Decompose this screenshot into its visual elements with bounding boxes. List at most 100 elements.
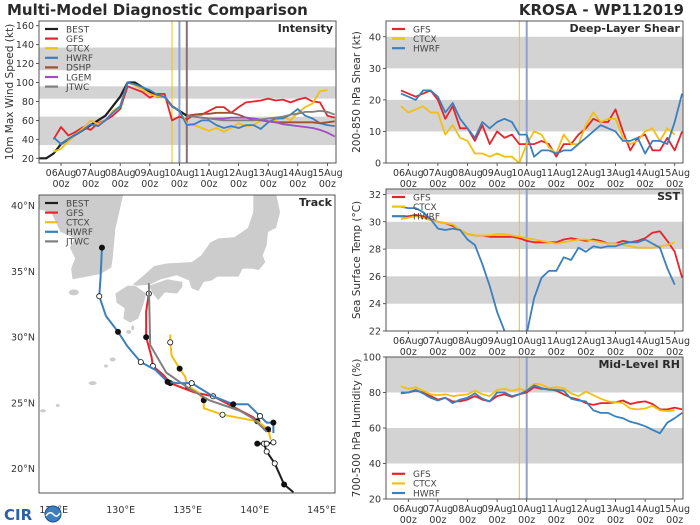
island [68,289,79,296]
shear-x-tick-date: 07Aug [423,168,454,179]
sst-y-tick-label: 30 [369,217,381,228]
shear-plot-area [386,21,683,163]
shear-series-ctcx [400,105,676,163]
sst-x-tick-date: 07Aug [423,336,454,347]
rh-legend-label: GFS [413,470,431,480]
rh-x-tick-date: 07Aug [423,504,454,515]
shear-panel-title: Deep-Layer Shear [569,22,680,35]
track-point-best [270,439,277,446]
intensity-x-tick-date: 09Aug [134,168,165,179]
shear-x-tick-date: 09Aug [482,168,513,179]
shear-x-tick-date: 08Aug [452,168,483,179]
shear-x-tick-hour: 00z [577,179,594,190]
sst-legend-label: HWRF [413,213,440,223]
intensity-legend-label: BEST [66,25,90,35]
intensity-x-tick-hour: 00z [319,179,336,190]
sst-legend-label: GFS [413,193,431,203]
sst-y-tick-label: 32 [369,190,381,201]
intensity-x-tick-hour: 00z [289,179,306,190]
land-kyushu [115,285,147,323]
shear-x-tick-date: 06Aug [393,168,424,179]
intensity-x-tick-hour: 00z [200,179,217,190]
island [131,325,135,331]
sst-x-tick-hour: 00z [607,347,624,358]
intensity-legend-label: DSHP [66,64,91,74]
sst-x-tick-date: 06Aug [393,336,424,347]
track-y-tick-label: 40°N [11,201,35,212]
rh-y-tick-label: 80 [369,388,381,399]
storm-id: KROSA - WP112019 [518,1,684,19]
shear-x-tick-hour: 00z [548,179,565,190]
intensity-panel-frame [38,20,337,164]
intensity-legend-label: LGEM [66,73,91,83]
track-x-tick-label: 130°E [106,505,135,516]
sst-panel-title: SST [657,190,680,203]
track-point-hwrf [96,293,103,300]
sst-plot-area [386,189,683,331]
track-legend-label: CTCX [66,219,90,229]
intensity-y-tick-label: 40 [22,135,34,146]
track-point-best [263,440,270,447]
sst-y-axis-label: Sea Surface Temp (°C) [351,201,363,319]
rh-y-tick-label: 100 [363,353,381,364]
track-point-best [281,481,288,488]
rh-x-tick-date: 10Aug [511,504,542,515]
intensity-x-tick-date: 15Aug [312,168,343,179]
rh-x-tick-hour: 00z [577,515,594,525]
track-point-ctcx [176,365,183,372]
track-point-gfs [143,334,150,341]
track-y-tick-label: 20°N [11,464,35,475]
track-point-hwrf [230,401,237,408]
shear-x-tick-date: 13Aug [600,168,631,179]
sst-x-tick-hour: 00z [459,347,476,358]
rh-y-axis-label: 700-500 hPa Humidity (%) [351,359,363,498]
track-line-jtwc [147,283,268,433]
track-point-hwrf [137,359,144,366]
track-point-hwrf [98,244,105,251]
shear-x-tick-hour: 00z [429,179,446,190]
track-point-hwrf [115,328,122,335]
sst-x-tick-date: 12Aug [571,336,602,347]
intensity-y-tick-label: 160 [16,21,34,32]
rh-x-tick-date: 09Aug [482,504,513,515]
track-point-best [263,448,270,455]
sst-x-tick-date: 10Aug [511,336,542,347]
intensity-x-tick-date: 06Aug [46,168,77,179]
intensity-x-tick-date: 14Aug [282,168,313,179]
cira-logo-text: CIR [4,506,33,524]
track-y-tick-label: 25°N [11,398,35,409]
land-honshu [132,195,281,292]
intensity-y-tick-label: 80 [22,97,34,108]
shear-x-tick-hour: 00z [607,179,624,190]
intensity-series-jtwc [186,110,336,122]
track-legend-label: GFS [66,209,84,219]
rh-x-tick-hour: 00z [459,515,476,525]
intensity-y-tick-label: 20 [22,154,34,165]
rh-x-tick-date: 06Aug [393,504,424,515]
intensity-legend-label: GFS [66,35,84,45]
figure-title: Multi-Model Diagnostic Comparison [7,1,308,19]
intensity-x-tick-hour: 00z [112,179,129,190]
rh-x-tick-hour: 00z [637,515,654,525]
shear-x-tick-date: 12Aug [571,168,602,179]
sst-x-tick-date: 15Aug [659,336,690,347]
track-point-ctcx [219,411,226,418]
intensity-y-tick-label: 120 [16,59,34,70]
intensity-x-tick-hour: 00z [260,179,277,190]
rh-plot-area [386,357,683,499]
rh-y-tick-label: 20 [369,495,381,506]
rh-x-tick-hour: 00z [548,515,565,525]
shear-band [386,99,683,132]
sst-y-tick-label: 28 [369,245,381,256]
intensity-x-tick-hour: 00z [141,179,158,190]
rh-y-tick-label: 60 [369,424,381,435]
island [55,404,60,408]
shear-y-tick-label: 40 [369,32,381,43]
rh-x-tick-hour: 00z [607,515,624,525]
track-x-tick-label: 140°E [240,505,269,516]
shear-y-tick-label: 20 [369,95,381,106]
shear-legend-label: GFS [413,25,431,35]
intensity-panel-title: Intensity [278,22,333,35]
track-line-gfs [145,293,272,433]
shear-x-tick-hour: 00z [637,179,654,190]
